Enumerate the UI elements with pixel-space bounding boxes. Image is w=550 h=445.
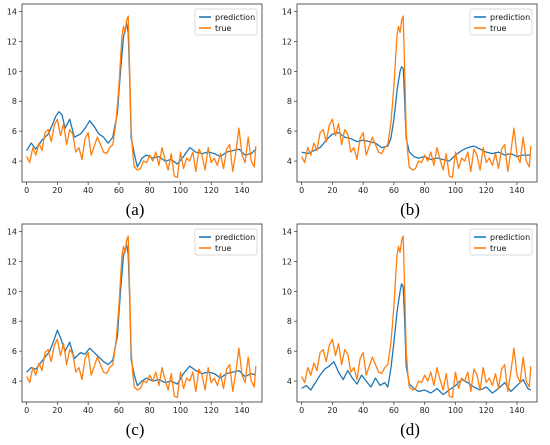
x-tick-label: 80 — [420, 406, 430, 415]
legend-label-true: true — [490, 24, 506, 33]
legend-label-true: true — [490, 244, 506, 253]
x-tick-label: 140 — [234, 406, 249, 415]
chart-d: 0 20 40 60 80 100 120 140 4 6 8 10 12 14 prediction tru… — [282, 223, 538, 415]
chart-b: 0 20 40 60 80 100 120 140 4 6 8 10 12 14 prediction tru… — [282, 3, 538, 195]
panel-label-b: (b) — [400, 200, 420, 219]
x-tick-label: 100 — [173, 186, 188, 195]
x-tick-label: 40 — [83, 186, 93, 195]
y-tick-label: 12 — [282, 37, 292, 46]
y-tick-label: 8 — [12, 97, 17, 106]
x-tick-label: 0 — [299, 186, 304, 195]
y-tick-label: 12 — [282, 257, 292, 266]
series-line-true — [26, 15, 257, 179]
x-tick-label: 60 — [114, 406, 124, 415]
x-tick-label: 20 — [52, 406, 62, 415]
y-tick-label: 14 — [7, 227, 17, 236]
y-tick-label: 12 — [7, 257, 17, 266]
panel-label-c: (c) — [125, 420, 145, 439]
y-tick-label: 8 — [287, 317, 292, 326]
y-tick-label: 10 — [282, 287, 292, 296]
axes-frame — [21, 223, 263, 403]
x-tick-label: 120 — [204, 406, 219, 415]
y-tick-label: 8 — [287, 97, 292, 106]
axes-frame — [296, 223, 538, 403]
x-tick-label: 20 — [327, 406, 337, 415]
x-tick-label: 120 — [204, 186, 219, 195]
y-tick-label: 4 — [287, 377, 292, 386]
series-line-prediction — [26, 244, 257, 387]
series-line-true — [26, 235, 257, 399]
x-tick-label: 100 — [448, 406, 463, 415]
panel-b: 0 20 40 60 80 100 120 140 4 6 8 10 12 14 prediction tru… — [275, 0, 545, 220]
x-tick-label: 0 — [24, 186, 29, 195]
x-tick-label: 100 — [173, 406, 188, 415]
series-line-prediction — [301, 283, 532, 396]
series-line-prediction — [301, 66, 531, 162]
y-tick-label: 14 — [282, 227, 292, 236]
y-tick-label: 14 — [7, 7, 17, 16]
panel-label-d: (d) — [400, 420, 420, 439]
legend-label-prediction: prediction — [215, 233, 255, 242]
x-tick-label: 120 — [479, 406, 494, 415]
x-tick-label: 140 — [509, 406, 524, 415]
x-tick-label: 80 — [145, 406, 155, 415]
legend-label-prediction: prediction — [490, 13, 530, 22]
panel-a: 0 20 40 60 80 100 120 140 4 6 8 10 12 14 prediction tru… — [0, 0, 270, 220]
legend-label-prediction: prediction — [215, 13, 255, 22]
x-tick-label: 20 — [327, 186, 337, 195]
y-tick-label: 4 — [12, 377, 17, 386]
x-tick-label: 60 — [114, 186, 124, 195]
y-tick-label: 6 — [287, 347, 292, 356]
legend-label-true: true — [215, 24, 231, 33]
axes-frame — [296, 3, 538, 183]
y-tick-label: 14 — [282, 7, 292, 16]
x-tick-label: 100 — [448, 186, 463, 195]
y-tick-label: 6 — [12, 347, 17, 356]
series-line-prediction — [26, 22, 257, 168]
x-tick-label: 80 — [145, 186, 155, 195]
y-tick-label: 4 — [12, 157, 17, 166]
y-tick-label: 10 — [7, 287, 17, 296]
legend-label-true: true — [215, 244, 231, 253]
x-tick-label: 60 — [389, 406, 399, 415]
y-tick-label: 10 — [282, 67, 292, 76]
y-tick-label: 4 — [287, 157, 292, 166]
x-tick-label: 80 — [420, 186, 430, 195]
x-tick-label: 60 — [389, 186, 399, 195]
y-tick-label: 12 — [7, 37, 17, 46]
panel-c: 0 20 40 60 80 100 120 140 4 6 8 10 12 14 prediction tru… — [0, 220, 270, 440]
y-tick-label: 6 — [287, 127, 292, 136]
panel-label-a: (a) — [125, 200, 145, 219]
x-tick-label: 40 — [83, 406, 93, 415]
x-tick-label: 120 — [479, 186, 494, 195]
chart-a: 0 20 40 60 80 100 120 140 4 6 8 10 12 14 prediction tru… — [7, 3, 263, 195]
axes-frame — [21, 3, 263, 183]
panel-d: 0 20 40 60 80 100 120 140 4 6 8 10 12 14 prediction tru… — [275, 220, 545, 440]
x-tick-label: 0 — [24, 406, 29, 415]
y-tick-label: 10 — [7, 67, 17, 76]
x-tick-label: 140 — [234, 186, 249, 195]
x-tick-label: 140 — [509, 186, 524, 195]
chart-c: 0 20 40 60 80 100 120 140 4 6 8 10 12 14 prediction tru… — [7, 223, 263, 415]
x-tick-label: 0 — [299, 406, 304, 415]
y-tick-label: 8 — [12, 317, 17, 326]
x-tick-label: 20 — [52, 186, 62, 195]
series-line-true — [301, 15, 532, 179]
series-line-true — [301, 235, 532, 399]
y-tick-label: 6 — [12, 127, 17, 136]
x-tick-label: 40 — [358, 406, 368, 415]
x-tick-label: 40 — [358, 186, 368, 195]
legend-label-prediction: prediction — [490, 233, 530, 242]
